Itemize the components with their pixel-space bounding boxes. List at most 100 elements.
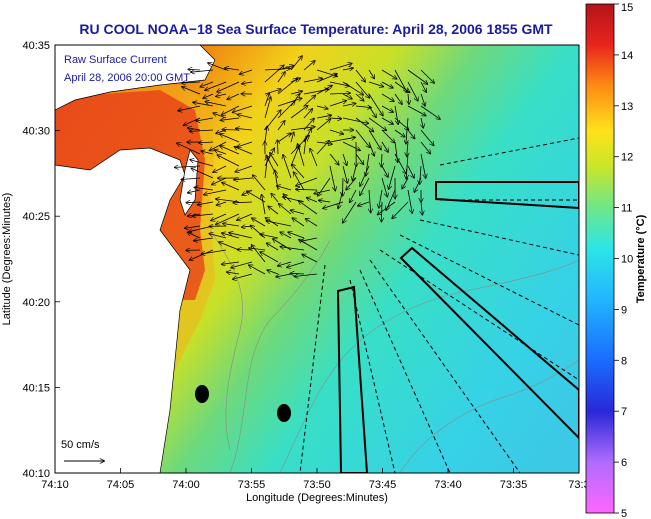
current-vector — [420, 129, 434, 145]
current-vector — [234, 178, 253, 180]
current-vector — [296, 189, 318, 190]
current-vector — [368, 93, 383, 116]
surface-current-vectors — [175, 56, 440, 279]
current-vector — [381, 105, 393, 112]
current-vector — [236, 128, 253, 130]
current-vector — [316, 86, 332, 95]
y-tick-label: 40:10 — [22, 468, 50, 480]
x-tick-label: 73:55 — [238, 479, 266, 491]
current-vector — [204, 189, 227, 195]
current-vector — [277, 72, 285, 83]
land-new-york-bight — [55, 45, 216, 111]
current-vector — [213, 165, 227, 172]
current-vector — [368, 117, 386, 130]
current-vector — [278, 261, 292, 266]
current-vector — [346, 177, 357, 190]
current-vector — [238, 250, 253, 251]
current-vector — [270, 153, 279, 167]
current-vector — [262, 195, 266, 215]
transect-box — [399, 246, 579, 440]
current-vector — [355, 117, 374, 132]
current-vector — [209, 234, 227, 239]
current-vector — [277, 140, 278, 155]
current-vector — [194, 237, 214, 241]
current-vector — [421, 201, 422, 215]
current-vector — [408, 93, 409, 104]
current-vector — [355, 106, 371, 108]
current-vector — [181, 178, 201, 180]
transect-box — [336, 285, 369, 473]
current-vector — [214, 150, 227, 155]
current-vector — [394, 141, 398, 162]
current-vector — [265, 127, 267, 143]
current-vector — [338, 189, 344, 208]
current-vector — [290, 91, 302, 94]
current-vector — [381, 129, 395, 143]
colorbar-label: Temperature (°C) — [635, 214, 647, 303]
colorbar-tick-label: 5 — [621, 508, 627, 519]
colorbar-tick-label: 12 — [621, 152, 633, 164]
bathymetry-contour — [399, 359, 579, 473]
current-vector — [237, 213, 253, 220]
current-vector — [220, 146, 240, 155]
current-vector — [329, 118, 341, 119]
current-vector — [329, 64, 352, 71]
current-vector — [225, 68, 240, 70]
current-vector — [420, 93, 425, 106]
current-vector — [394, 117, 409, 130]
current-vector — [290, 56, 302, 71]
current-vector — [292, 218, 305, 227]
current-vector — [200, 81, 214, 87]
current-vector — [392, 201, 409, 218]
current-vector — [381, 177, 387, 197]
current-vector — [407, 165, 414, 178]
x-tick-label: 73:50 — [303, 479, 331, 491]
current-vector — [290, 94, 300, 107]
current-vector — [406, 153, 408, 179]
current-vector — [353, 165, 357, 180]
current-vector — [299, 201, 318, 215]
current-vector — [185, 226, 201, 228]
current-vector — [279, 204, 292, 215]
current-vector — [220, 134, 240, 143]
current-vector — [288, 232, 305, 239]
current-vector — [280, 247, 305, 251]
current-vector — [342, 68, 353, 70]
current-vector — [360, 165, 370, 186]
current-vector — [394, 129, 405, 137]
current-vector — [222, 262, 240, 264]
current-vector — [277, 66, 294, 71]
current-vector — [249, 265, 266, 275]
current-vector — [407, 189, 412, 213]
current-vector — [192, 214, 214, 216]
bathymetry-contour — [279, 259, 579, 473]
current-vector — [290, 273, 305, 274]
current-vector — [294, 172, 305, 191]
y-axis-ticks: 40:35 40:30 40:25 40:20 40:15 40:10 — [22, 40, 60, 480]
current-vector — [221, 118, 240, 120]
current-vector — [381, 153, 382, 167]
current-vector — [329, 129, 343, 134]
current-vector — [303, 95, 315, 107]
current-vector — [381, 165, 388, 177]
current-vector — [264, 69, 290, 71]
current-vector — [217, 201, 227, 205]
current-vector — [213, 113, 227, 119]
x-tick-label: 73:40 — [434, 479, 462, 491]
current-vector — [329, 165, 335, 191]
y-tick-label: 40:35 — [22, 40, 50, 52]
current-vector — [303, 119, 314, 131]
current-vector — [222, 183, 240, 191]
current-vector — [205, 81, 227, 90]
current-vector — [420, 81, 426, 92]
current-vector — [407, 69, 428, 84]
station-marker — [195, 385, 209, 403]
land-patch — [125, 175, 145, 195]
transect-lines — [299, 137, 579, 473]
current-vector — [355, 81, 369, 98]
current-vector — [394, 105, 398, 124]
current-vector — [368, 129, 381, 150]
x-tick-label: 73:35 — [500, 479, 528, 491]
current-vector — [290, 106, 308, 119]
